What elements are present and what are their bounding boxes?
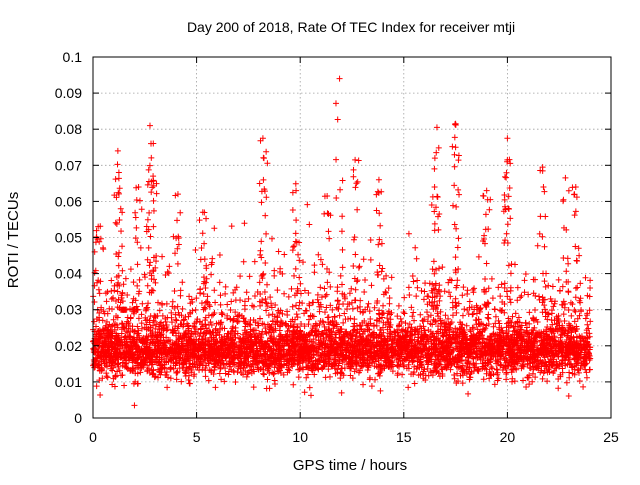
roti-scatter-chart: 00.010.020.030.040.050.060.070.080.090.1…	[0, 0, 640, 480]
